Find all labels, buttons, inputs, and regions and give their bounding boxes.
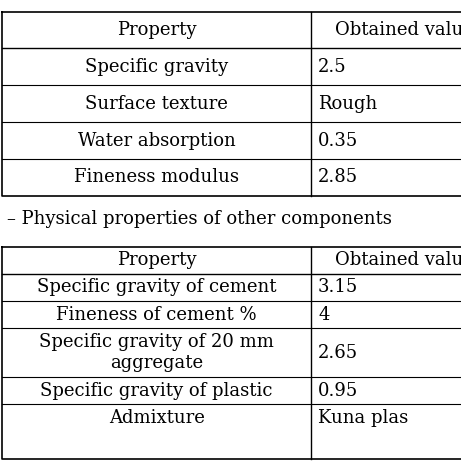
- Text: Fineness of cement %: Fineness of cement %: [56, 306, 257, 324]
- Text: 3.15: 3.15: [318, 278, 358, 296]
- Text: Property: Property: [117, 21, 196, 39]
- Text: Rough: Rough: [318, 95, 378, 113]
- Text: 2.5: 2.5: [318, 58, 347, 76]
- Text: Specific gravity: Specific gravity: [85, 58, 228, 76]
- Text: 2.85: 2.85: [318, 168, 358, 187]
- Text: 0.95: 0.95: [318, 382, 358, 400]
- Text: 0.35: 0.35: [318, 131, 358, 150]
- Text: Surface texture: Surface texture: [85, 95, 228, 113]
- Text: Obtained value: Obtained value: [335, 21, 461, 39]
- Text: – Physical properties of other components: – Physical properties of other component…: [7, 210, 392, 228]
- Text: Obtained value: Obtained value: [335, 251, 461, 269]
- Text: Kuna plas: Kuna plas: [318, 409, 408, 427]
- Text: Water absorption: Water absorption: [78, 131, 236, 150]
- Text: Specific gravity of 20 mm
aggregate: Specific gravity of 20 mm aggregate: [39, 333, 274, 372]
- Text: 4: 4: [318, 306, 330, 324]
- Text: Specific gravity of plastic: Specific gravity of plastic: [41, 382, 273, 400]
- Text: Property: Property: [117, 251, 196, 269]
- Text: Specific gravity of cement: Specific gravity of cement: [37, 278, 277, 296]
- Text: 2.65: 2.65: [318, 343, 358, 362]
- Text: Admixture: Admixture: [109, 409, 205, 427]
- Text: Fineness modulus: Fineness modulus: [74, 168, 239, 187]
